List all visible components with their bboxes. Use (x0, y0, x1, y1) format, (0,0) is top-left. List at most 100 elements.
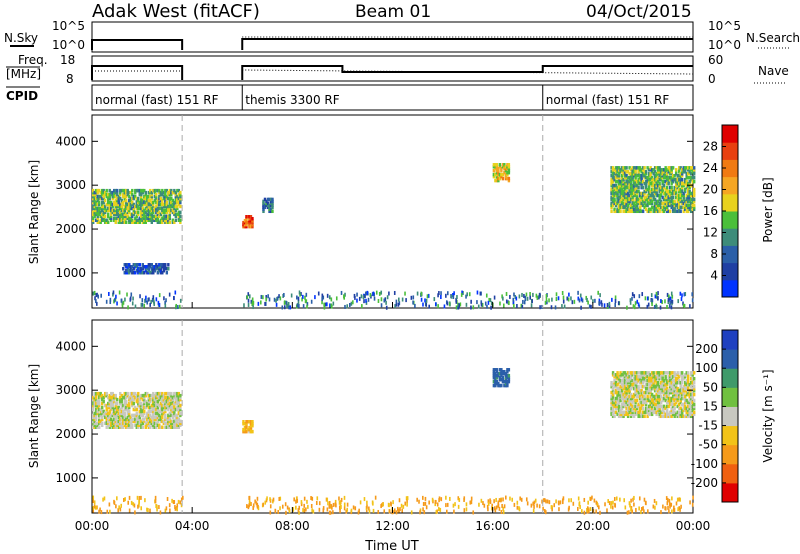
power-cell (132, 204, 135, 209)
velocity-cell (683, 382, 687, 387)
velocity-cell (628, 378, 631, 383)
power-cell (655, 189, 658, 194)
power-cell (679, 291, 682, 296)
power-cell (629, 175, 633, 180)
velocity-cell (662, 386, 666, 391)
power-cell (686, 195, 690, 200)
velocity-cell (637, 384, 640, 389)
power-cell (161, 206, 164, 211)
power-cell (310, 299, 313, 304)
velocity-cell (153, 407, 157, 412)
velocity-cell (634, 392, 637, 397)
power-cell (174, 218, 178, 223)
power-cell (646, 193, 649, 198)
velocity-cell (155, 421, 158, 426)
velocity-cell (144, 405, 147, 410)
power-cell (143, 202, 146, 207)
power-cell (623, 205, 627, 210)
velocity-cell (110, 403, 113, 408)
velocity-cell (153, 421, 157, 426)
power-cell (101, 196, 104, 201)
power-cell (168, 208, 172, 213)
velocity-cell (147, 425, 150, 429)
velocity-cell (613, 400, 616, 405)
power-cell (633, 305, 636, 310)
power-cell (655, 193, 658, 198)
velocity-cell (644, 408, 648, 413)
velocity-cell (683, 414, 687, 419)
velocity-cell (647, 378, 651, 383)
power-cell (125, 265, 128, 269)
power-cell (398, 301, 401, 306)
velocity-cell (679, 382, 682, 387)
power-cell (673, 185, 676, 190)
power-cell (477, 304, 480, 309)
power-cell (650, 199, 654, 204)
velocity-cell (114, 405, 117, 410)
power-cell (120, 220, 123, 224)
power-cell (144, 202, 147, 207)
velocity-cell (122, 415, 125, 420)
velocity-cell (683, 396, 687, 401)
power-cell (653, 191, 657, 196)
power-cell (354, 295, 356, 300)
velocity-cell (650, 392, 654, 397)
power-cell (152, 266, 155, 271)
power-cell (362, 295, 365, 300)
velocity-cell (104, 391, 107, 396)
power-cell (614, 170, 618, 174)
power-cell (366, 290, 369, 295)
power-cell (116, 210, 119, 215)
velocity-cell (134, 407, 137, 412)
power-cell (665, 185, 669, 190)
power-cell (251, 222, 254, 227)
velocity-cell (686, 412, 690, 417)
power-cell (305, 292, 308, 297)
velocity-cell (614, 396, 618, 401)
velocity-cell (691, 392, 694, 397)
power-cell (137, 266, 140, 271)
velocity-cell (168, 393, 172, 398)
power-cell (629, 189, 633, 194)
velocity-cell (251, 420, 254, 424)
velocity-cell (655, 373, 658, 377)
power-cell (369, 293, 372, 298)
power-cell (110, 218, 113, 223)
velocity-cell (495, 505, 498, 510)
velocity-cell (625, 386, 628, 391)
power-cell (611, 297, 613, 302)
power-cell (628, 187, 631, 192)
power-cell (155, 297, 158, 302)
velocity-cell (165, 399, 169, 404)
velocity-cell (689, 406, 693, 411)
velocity-cell (620, 412, 624, 417)
power-cell (298, 303, 300, 308)
velocity-cell (135, 397, 138, 402)
power-cell (167, 206, 170, 211)
velocity-cell (120, 503, 123, 508)
power-cell (383, 298, 386, 303)
power-cell (689, 177, 693, 182)
velocity-cell (662, 504, 664, 509)
power-cell (107, 198, 110, 203)
power-cell (275, 298, 277, 303)
power-cell (176, 198, 179, 203)
power-cell (140, 214, 143, 219)
power-cell (360, 294, 363, 299)
power-cell (680, 168, 684, 172)
velocity-cell (123, 423, 126, 428)
power-cell (96, 208, 99, 213)
power-cell (164, 214, 167, 219)
velocity-cell (629, 377, 633, 381)
velocity-cell (174, 407, 178, 412)
velocity-cell (128, 409, 131, 414)
velocity-cell (168, 411, 172, 416)
velocity-cell (680, 371, 684, 375)
colorbar-segment (722, 463, 738, 484)
power-cell (116, 190, 119, 195)
velocity-cell (96, 405, 99, 410)
freq-line (91, 65, 184, 80)
velocity-cell (111, 411, 114, 416)
velocity-cell (92, 407, 95, 412)
velocity-cell (114, 407, 117, 412)
